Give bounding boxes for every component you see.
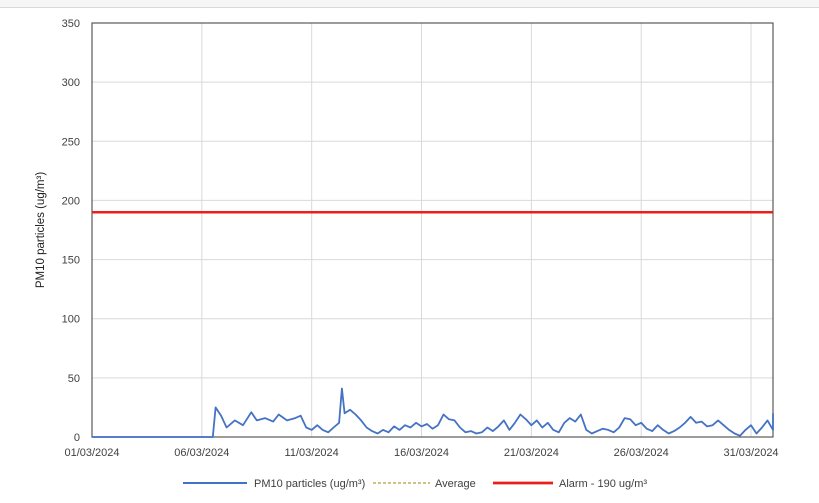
y-axis-title: PM10 particles (ug/m³): [35, 172, 47, 288]
y-tick-label: 250: [62, 136, 80, 148]
y-tick-label: 300: [62, 77, 80, 89]
plot-area-border: [91, 22, 774, 438]
legend-label: PM10 particles (ug/m³): [254, 478, 365, 490]
y-tick-label: 100: [62, 314, 80, 326]
y-axis-ticks: 0 50 100 150 200 250 300 350: [62, 18, 80, 444]
y-tick-label: 50: [68, 373, 80, 385]
x-tick-label: 06/03/2024: [174, 447, 229, 459]
pm10-series-line: [92, 387, 774, 438]
legend: PM10 particles (ug/m³) Average Alarm - 190…: [183, 478, 647, 490]
x-tick-label: 01/03/2024: [64, 447, 119, 459]
x-tick-label: 26/03/2024: [614, 447, 669, 459]
y-tick-label: 200: [62, 195, 80, 207]
y-tick-label: 0: [74, 432, 80, 444]
x-tick-label: 16/03/2024: [394, 447, 449, 459]
gridlines: [91, 22, 773, 438]
series-layer: [92, 210, 774, 438]
y-tick-label: 350: [62, 18, 80, 30]
x-tick-label: 11/03/2024: [285, 447, 339, 459]
x-axis-ticks: 01/03/2024 06/03/2024 11/03/2024 16/03/2024…: [64, 447, 778, 459]
y-tick-label: 150: [62, 255, 80, 267]
top-strip: [0, 0, 819, 8]
legend-label: Average: [435, 478, 476, 490]
x-tick-label: 31/03/2024: [724, 447, 779, 459]
x-tick-label: 21/03/2024: [504, 447, 559, 459]
legend-label: Alarm - 190 ug/m³: [559, 478, 647, 490]
